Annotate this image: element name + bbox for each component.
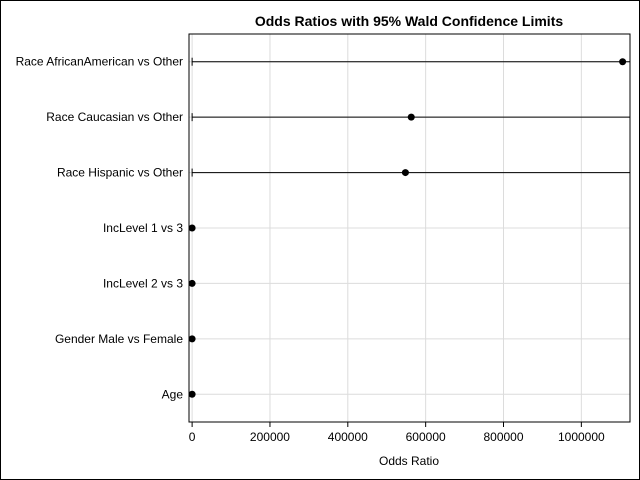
estimate-point-4 xyxy=(188,279,196,287)
plot-border xyxy=(188,33,631,423)
category-label-2: Race Hispanic vs Other xyxy=(57,166,183,180)
category-label-3: IncLevel 1 vs 3 xyxy=(103,221,183,235)
x-tick-label-0: 0 xyxy=(189,430,196,444)
estimate-points xyxy=(188,58,627,398)
x-tick-label-2: 400000 xyxy=(328,430,368,444)
estimate-point-6 xyxy=(188,390,196,398)
category-label-0: Race AfricanAmerican vs Other xyxy=(16,55,183,69)
chart-title: Odds Ratios with 95% Wald Confidence Lim… xyxy=(255,13,564,29)
estimate-point-1 xyxy=(407,113,415,121)
category-label-4: IncLevel 2 vs 3 xyxy=(103,276,183,290)
grid-lines xyxy=(189,34,630,422)
category-label-1: Race Caucasian vs Other xyxy=(46,110,183,124)
estimate-point-5 xyxy=(188,335,196,343)
category-labels: Race AfricanAmerican vs Other Race Caucas… xyxy=(16,55,184,402)
category-label-6: Age xyxy=(162,387,184,401)
x-tick-label-3: 600000 xyxy=(406,430,446,444)
x-tick-label-4: 800000 xyxy=(483,430,523,444)
x-axis: 0 200000 400000 600000 800000 1000000 xyxy=(189,422,605,444)
x-axis-label: Odds Ratio xyxy=(379,454,439,468)
estimate-point-3 xyxy=(188,224,196,232)
category-label-5: Gender Male vs Female xyxy=(55,332,183,346)
estimate-point-0 xyxy=(619,58,627,66)
x-tick-label-5: 1000000 xyxy=(558,430,605,444)
estimate-point-2 xyxy=(401,169,409,177)
x-tick-label-1: 200000 xyxy=(250,430,290,444)
